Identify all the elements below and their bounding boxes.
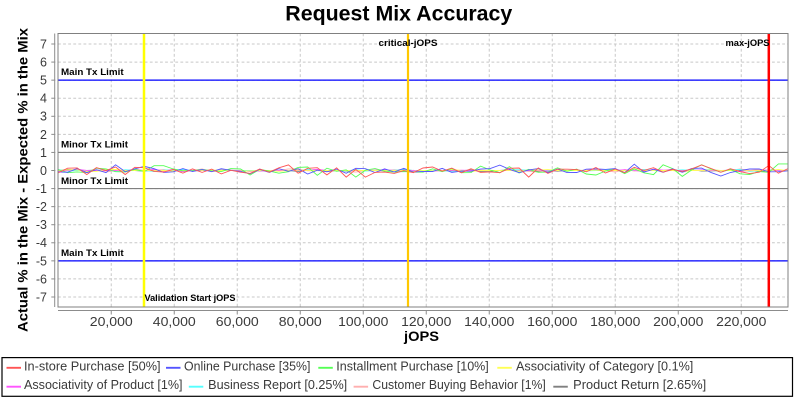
svg-text:jOPS: jOPS [403, 329, 439, 344]
svg-text:5: 5 [40, 74, 47, 88]
svg-text:-5: -5 [36, 254, 47, 268]
svg-text:80,000: 80,000 [279, 314, 322, 329]
svg-text:Product Return [2.65%]: Product Return [2.65%] [573, 378, 706, 392]
svg-text:Business Report [0.25%]: Business Report [0.25%] [208, 378, 347, 392]
svg-text:160,000: 160,000 [527, 314, 577, 329]
svg-text:Main Tx Limit: Main Tx Limit [61, 67, 124, 78]
svg-text:-1: -1 [36, 182, 47, 196]
svg-text:Request Mix Accuracy: Request Mix Accuracy [285, 2, 512, 25]
svg-text:20,000: 20,000 [90, 314, 133, 329]
svg-text:60,000: 60,000 [216, 314, 259, 329]
svg-text:Minor Tx Limit: Minor Tx Limit [61, 140, 129, 151]
svg-text:Main Tx Limit: Main Tx Limit [61, 248, 124, 259]
svg-text:Validation Start jOPS: Validation Start jOPS [145, 293, 237, 304]
svg-text:1: 1 [40, 146, 47, 160]
svg-text:2: 2 [40, 128, 47, 142]
svg-text:3: 3 [40, 110, 47, 124]
svg-text:-6: -6 [36, 272, 47, 286]
svg-text:180,000: 180,000 [590, 314, 640, 329]
svg-text:Online Purchase [35%]: Online Purchase [35%] [184, 359, 310, 373]
svg-text:200,000: 200,000 [653, 314, 703, 329]
svg-text:critical-jOPS: critical-jOPS [379, 38, 439, 49]
svg-text:Actual % in the Mix - Expected: Actual % in the Mix - Expected % in the … [16, 27, 31, 332]
svg-text:120,000: 120,000 [401, 314, 451, 329]
svg-text:0: 0 [40, 164, 47, 178]
svg-text:100,000: 100,000 [338, 314, 388, 329]
svg-text:Minor Tx Limit: Minor Tx Limit [61, 176, 129, 187]
svg-text:-7: -7 [36, 290, 47, 304]
svg-text:-3: -3 [36, 218, 47, 232]
svg-text:Associativity of Category [0.1: Associativity of Category [0.1%] [516, 359, 693, 373]
svg-text:7: 7 [40, 37, 47, 51]
svg-text:Customer Buying Behavior [1%]: Customer Buying Behavior [1%] [372, 378, 545, 392]
svg-text:Installment Purchase [10%]: Installment Purchase [10%] [336, 359, 489, 373]
svg-text:220,000: 220,000 [716, 314, 766, 329]
svg-text:-2: -2 [36, 200, 47, 214]
svg-text:max-jOPS: max-jOPS [726, 38, 771, 49]
svg-text:Associativity of Product [1%]: Associativity of Product [1%] [24, 378, 183, 392]
svg-text:-4: -4 [36, 236, 47, 250]
svg-text:140,000: 140,000 [464, 314, 514, 329]
svg-text:6: 6 [40, 55, 47, 69]
svg-text:In-store Purchase [50%]: In-store Purchase [50%] [24, 359, 161, 373]
svg-text:40,000: 40,000 [153, 314, 196, 329]
svg-text:4: 4 [40, 92, 47, 106]
